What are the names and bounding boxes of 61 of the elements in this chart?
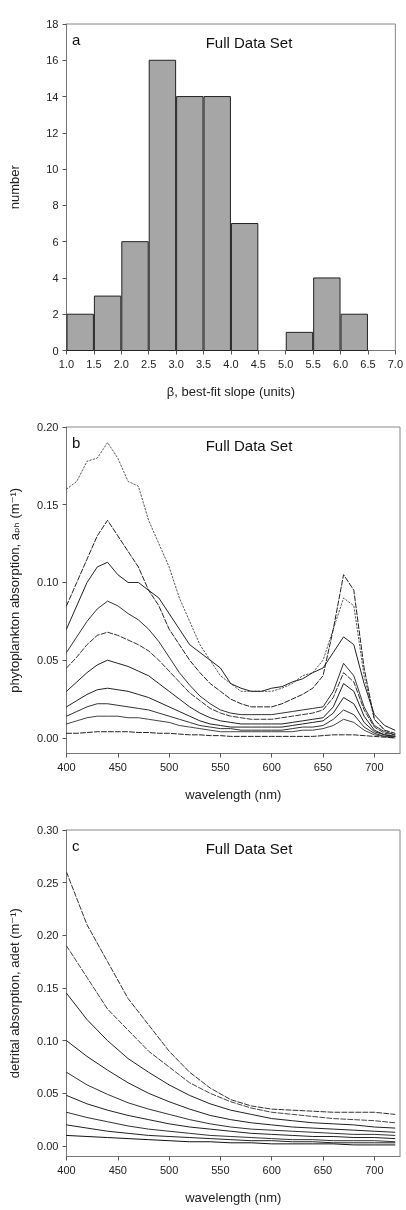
x-tick-label: 550 — [211, 1164, 230, 1176]
x-tick-label: 3.0 — [168, 358, 184, 370]
x-tick-label: 700 — [365, 1164, 384, 1176]
y-tick-label: 6 — [52, 235, 59, 248]
y-tick-label: 0.15 — [37, 498, 59, 511]
y-tick-label: 0.10 — [37, 576, 59, 589]
y-tick-label: 0.05 — [37, 654, 59, 667]
y-tick-label: 0.20 — [37, 421, 59, 433]
y-tick-label: 18 — [46, 18, 59, 30]
x-tick-label: 5.5 — [305, 358, 321, 370]
y-axis-title: number — [7, 164, 22, 210]
y-tick-label: 16 — [46, 54, 59, 67]
x-tick-label: 400 — [57, 1164, 76, 1176]
y-axis-title: detrital absorption, adet (m⁻¹) — [7, 908, 22, 1079]
x-axis-title: wavelength (nm) — [184, 787, 282, 802]
x-tick-label: 1.5 — [86, 358, 102, 370]
x-tick-label: 3.5 — [195, 358, 212, 370]
x-tick-label: 500 — [159, 1164, 179, 1176]
x-tick-label: 2.5 — [141, 358, 157, 370]
x-tick-label: 500 — [159, 761, 179, 773]
y-tick-label: 12 — [46, 126, 59, 139]
annotation: c — [72, 837, 80, 854]
x-tick-label: 6.0 — [332, 358, 349, 370]
y-tick-label: 2 — [52, 308, 59, 321]
annotation: a — [72, 31, 81, 48]
x-axis-title: β, best-fit slope (units) — [166, 384, 295, 399]
y-tick-label: 0.20 — [37, 929, 59, 942]
y-tick-label: 0.05 — [37, 1087, 59, 1100]
y-tick-label: 0.00 — [37, 731, 59, 744]
y-tick-label: 10 — [46, 163, 59, 176]
y-tick-label: 0 — [52, 344, 59, 357]
x-tick-label: 600 — [262, 761, 281, 773]
x-tick-label: 400 — [57, 761, 76, 773]
x-tick-label: 7.0 — [387, 358, 403, 370]
x-tick-label: 550 — [211, 761, 230, 773]
y-tick-label: 0.25 — [37, 876, 59, 889]
y-tick-label: 0.00 — [37, 1139, 59, 1152]
text: Full Data Set — [205, 437, 294, 454]
x-tick-label: 6.5 — [360, 358, 376, 370]
x-tick-label: 2.0 — [113, 358, 129, 370]
x-tick-label: 650 — [313, 1164, 333, 1176]
x-tick-label: 450 — [108, 1164, 127, 1176]
x-tick-label: 4.5 — [250, 358, 266, 370]
y-tick-label: 0.15 — [37, 981, 59, 994]
annotation: b — [72, 434, 81, 451]
x-tick-label: 1.0 — [58, 358, 75, 370]
x-tick-label: 450 — [108, 761, 127, 773]
y-tick-label: 8 — [52, 199, 59, 212]
x-tick-label: 5.0 — [278, 358, 294, 370]
x-tick-label: 650 — [313, 761, 333, 773]
text: Full Data Set — [205, 840, 294, 857]
text: Full Data Set — [205, 34, 294, 51]
x-tick-label: 700 — [365, 761, 384, 773]
x-axis-title: wavelength (nm) — [184, 1190, 282, 1205]
y-tick-label: 0.30 — [37, 824, 59, 836]
y-axis-title: phytoplankton absorption, aₚₕ (m⁻¹) — [7, 487, 22, 693]
y-tick-label: 4 — [52, 271, 59, 284]
y-tick-label: 14 — [46, 90, 59, 103]
y-tick-label: 0.10 — [37, 1034, 59, 1047]
x-tick-label: 4.0 — [223, 358, 239, 370]
x-tick-label: 600 — [262, 1164, 281, 1176]
